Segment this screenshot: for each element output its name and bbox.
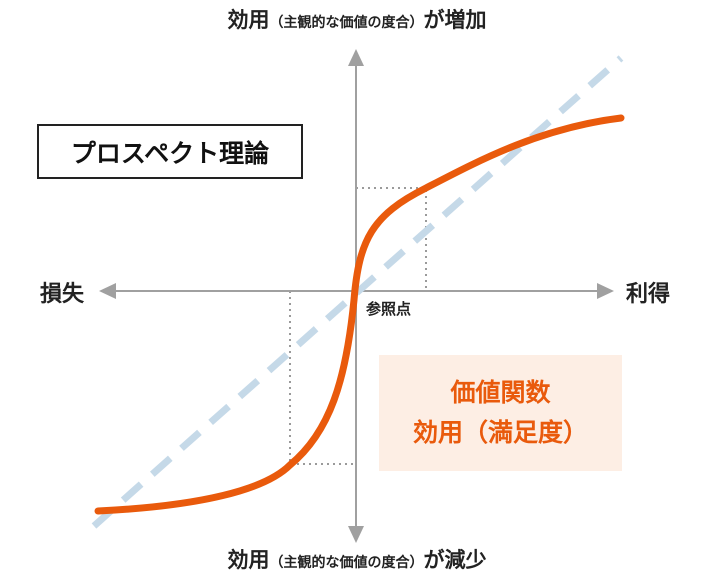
reference-point-label: 参照点 <box>366 300 412 318</box>
y-bottom-paren: （主観的な価値の度合） <box>269 555 424 571</box>
y-top-main: 効用 <box>227 8 270 32</box>
arrow-left-icon <box>99 283 116 299</box>
loss-guide <box>289 291 356 465</box>
axis-arrowheads <box>99 49 614 543</box>
guide-lines <box>289 187 427 465</box>
arrow-up-icon <box>348 49 364 66</box>
y-axis-top-label: 効用（主観的な価値の度合）が増加 <box>0 4 714 34</box>
arrow-right-icon <box>597 283 614 299</box>
y-bottom-suffix: が減少 <box>423 548 487 572</box>
y-bottom-main: 効用 <box>227 548 270 572</box>
legend-line-2: 効用（満足度） <box>412 418 588 447</box>
gain-guide <box>356 187 427 291</box>
x-axis-left-label: 損失 <box>40 282 85 307</box>
legend-box: 価値関数 効用（満足度） <box>379 355 622 471</box>
y-axis-bottom-label: 効用（主観的な価値の度合）が減少 <box>0 544 714 574</box>
diagram-title: プロスペクト理論 <box>70 138 270 168</box>
title-box: プロスペクト理論 <box>37 124 303 179</box>
y-top-paren: （主観的な価値の度合） <box>269 15 424 31</box>
arrow-down-icon <box>348 526 364 543</box>
y-top-suffix: が増加 <box>423 8 487 32</box>
legend-line-1: 価値関数 <box>450 378 551 407</box>
value-function-curve <box>94 114 625 515</box>
x-axis-right-label: 利得 <box>626 282 671 307</box>
